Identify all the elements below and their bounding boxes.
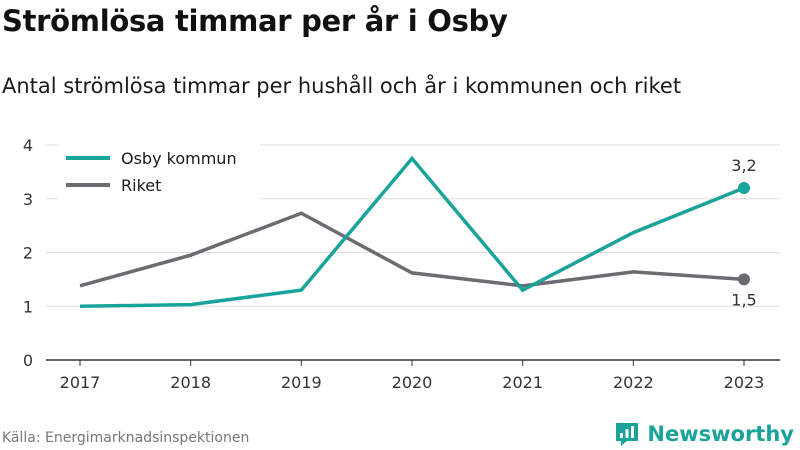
legend-label-osby-kommun: Osby kommun xyxy=(121,149,237,168)
chart-subtitle: Antal strömlösa timmar per hushåll och å… xyxy=(2,74,682,98)
y-tick-label: 0 xyxy=(23,351,33,370)
end-point-riket xyxy=(738,273,750,286)
brand-logo: Newsworthy xyxy=(613,420,794,448)
y-tick-label: 1 xyxy=(23,297,33,316)
line-chart: 0 1 2 3 4 2017 2018 2019 2020 2021 2022 2023 3,2 1,5… xyxy=(23,136,780,392)
x-tick-label: 2017 xyxy=(60,373,101,392)
x-tick-label: 2023 xyxy=(724,373,765,392)
x-tick-label: 2018 xyxy=(170,373,211,392)
brand-name: Newsworthy xyxy=(647,422,794,446)
x-tick-label: 2022 xyxy=(613,373,654,392)
newsworthy-logo-icon xyxy=(616,423,639,446)
x-tick-label: 2021 xyxy=(502,373,543,392)
chart-title: Strömlösa timmar per år i Osby xyxy=(2,4,508,38)
series-line-osby-kommun xyxy=(79,155,745,308)
y-tick-label: 2 xyxy=(23,244,33,263)
end-point-osby-kommun xyxy=(738,182,750,194)
y-tick-label: 4 xyxy=(23,136,33,155)
legend-background xyxy=(58,140,260,202)
data-label-osby-2023: 3,2 xyxy=(731,156,756,175)
source-note: Källa: Energimarknadsinspektionen xyxy=(2,430,250,446)
x-tick-label: 2020 xyxy=(392,373,433,392)
data-label-riket-2023: 1,5 xyxy=(731,290,756,309)
y-tick-label: 3 xyxy=(23,190,33,209)
series xyxy=(79,155,750,308)
legend-label-riket: Riket xyxy=(121,176,161,195)
series-line-riket xyxy=(79,211,745,288)
legend: Osby kommun Riket xyxy=(58,140,260,202)
data-labels: 3,2 1,5 xyxy=(731,156,756,309)
x-tick-label: 2019 xyxy=(281,373,322,392)
axes: 0 1 2 3 4 2017 2018 2019 2020 2021 2022 2023 xyxy=(23,136,780,392)
